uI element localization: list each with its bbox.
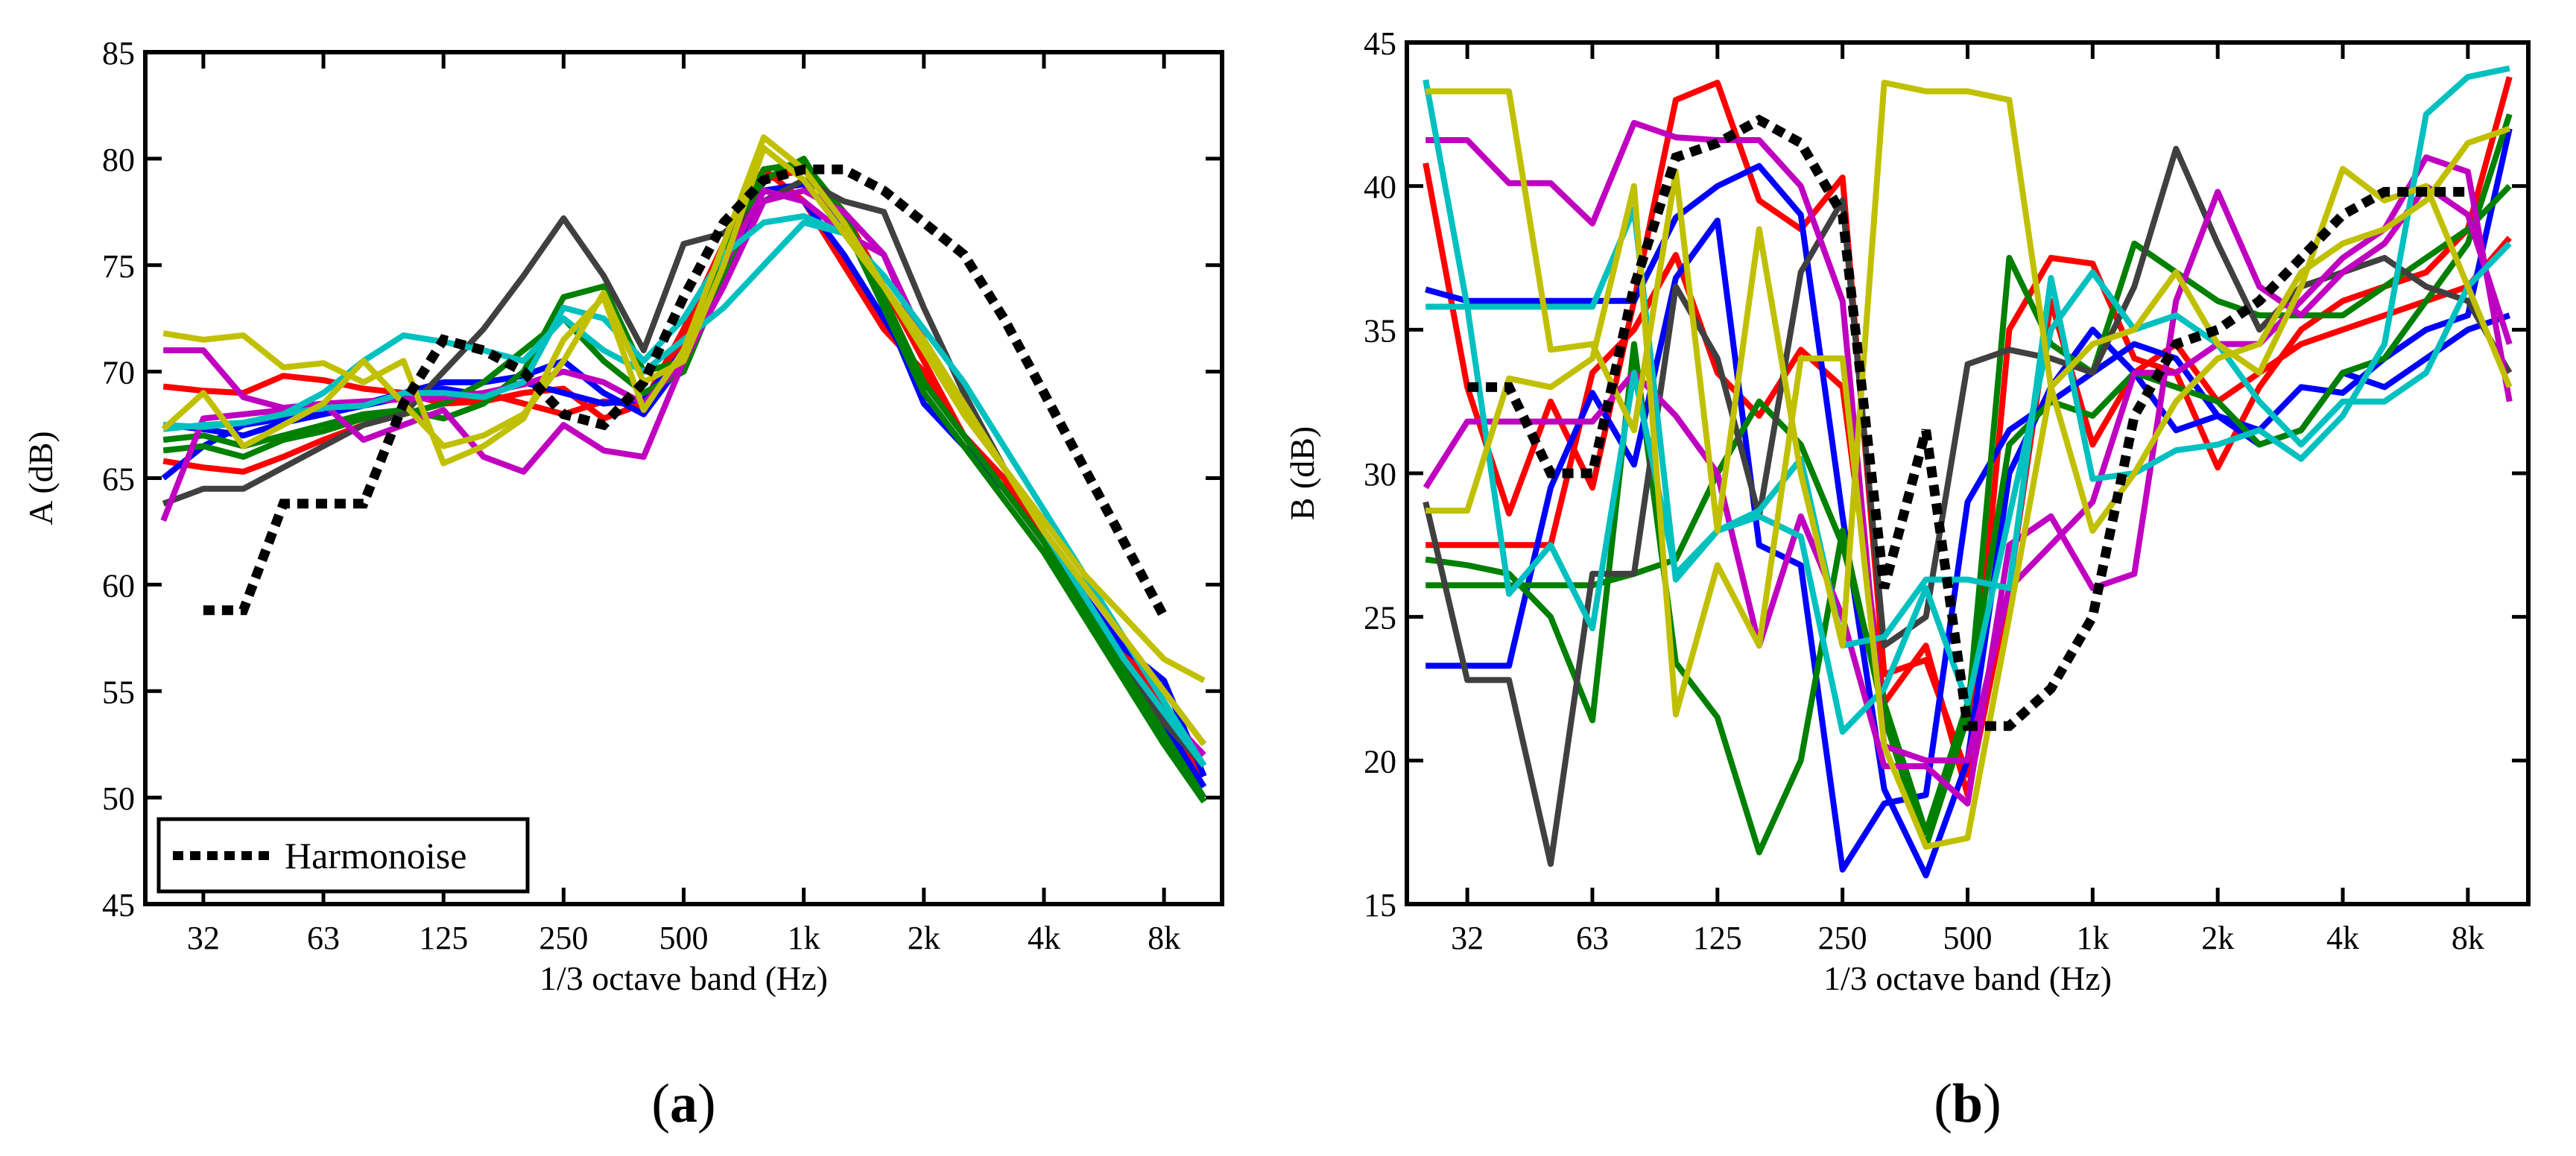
x-axis-label: 1/3 octave band (Hz) [1823,959,2112,997]
series-line-3 [161,181,1207,778]
x-tick-labels: 32 63 125 250 500 1k 2k 4k 8k [1451,920,2484,956]
panel-label-close: ) [697,1073,716,1134]
x-tick-label: 4k [2326,920,2359,956]
harmonoise-group [1467,114,2468,731]
legend-box [156,817,530,894]
panel-label-a: (a) [651,1073,715,1134]
x-tick-label: 63 [1576,920,1609,956]
series-line-7 [162,177,1206,768]
x-tick-label: 32 [187,920,220,956]
x-axis-label: 1/3 octave band (Hz) [539,959,828,997]
plot-frame [143,50,1224,906]
chart-panel-a: 45 50 55 60 65 70 75 80 85 32 63 125 250 500 1k 2k 4k 8k… [22,35,1224,1134]
x-tick-label: 63 [307,920,340,956]
y-axis-label: B (dB) [1283,426,1321,521]
series-line-1 [1423,76,2513,778]
axis-ticks [145,50,1222,906]
series-line-13 [161,145,1206,747]
series-line-7 [1423,145,2513,868]
series-group [160,134,1207,804]
y-tick-label: 45 [1364,25,1396,62]
y-tick-label: 65 [102,461,135,498]
panel-label-letter: b [1952,1073,1983,1134]
y-tick-label: 70 [102,355,135,391]
x-tick-label: 250 [1818,920,1867,956]
panel-label-open: ( [651,1073,670,1134]
series-line-8 [1425,119,2513,764]
y-tick-label: 60 [102,567,135,604]
series-line-1 [162,166,1207,778]
series-line-6 [162,155,1207,804]
y-tick-label: 80 [102,142,135,178]
panel-label-close: ) [1983,1073,2001,1134]
x-tick-label: 500 [659,920,709,956]
x-tick-label: 2k [2201,920,2234,956]
x-tick-label: 250 [539,920,588,956]
y-tick-label: 45 [102,887,135,923]
panel-label-b: (b) [1934,1073,2001,1134]
series-line-5 [1425,183,2512,856]
series-line-10 [1423,79,2512,735]
series-line-8 [163,187,1206,747]
y-tick-labels: 45 50 55 60 65 70 75 80 85 [102,35,135,923]
x-tick-label: 125 [419,920,468,956]
x-tick-label: 8k [2452,920,2484,956]
series-line-4 [162,187,1207,789]
series-line-11 [1425,65,2510,649]
x-tick-label: 125 [1693,920,1742,956]
y-tick-label: 85 [102,35,135,72]
series-line-12 [162,134,1206,683]
series-line-9 [160,187,1206,757]
legend: Harmonoise [156,817,530,894]
panel-label-open: ( [1934,1073,1952,1134]
y-tick-label: 20 [1364,743,1396,780]
y-tick-label: 35 [1364,312,1396,349]
chart-panel-b: 15 20 25 30 35 40 45 32 63 125 250 500 1k 2k 4k 8k 1/3… [1283,25,2531,1134]
y-tick-label: 40 [1364,169,1396,206]
x-tick-label: 32 [1451,920,1484,956]
y-tick-label: 55 [102,674,135,710]
x-tick-label: 1k [2076,920,2109,956]
y-axis-label: A (dB) [22,431,60,525]
panel-label-letter: a [670,1073,697,1134]
x-tick-label: 1k [788,920,820,956]
series-line-12 [1425,79,2511,649]
x-tick-label: 8k [1148,920,1180,956]
y-tick-label: 50 [102,780,135,817]
x-tick-label: 4k [1028,920,1060,956]
x-tick-label: 2k [908,920,940,956]
harmonoise-line [1467,114,2468,731]
legend-harmonoise-label: Harmonoise [285,835,466,877]
axis-ticks [1407,40,2528,906]
x-tick-label: 500 [1943,920,1993,956]
series-line-13 [1425,165,2513,850]
harmonoise-group [203,164,1168,619]
y-tick-label: 30 [1364,456,1396,493]
y-tick-label: 75 [102,248,135,285]
harmonoise-line [203,164,1168,619]
y-tick-labels: 15 20 25 30 35 40 45 [1364,25,1396,923]
series-line-5 [162,159,1207,800]
y-tick-label: 25 [1364,600,1396,637]
series-line-2 [162,166,1207,768]
series-line-11 [162,219,1207,768]
x-tick-labels: 32 63 125 250 500 1k 2k 4k 8k [187,920,1180,956]
y-tick-label: 15 [1364,887,1396,923]
